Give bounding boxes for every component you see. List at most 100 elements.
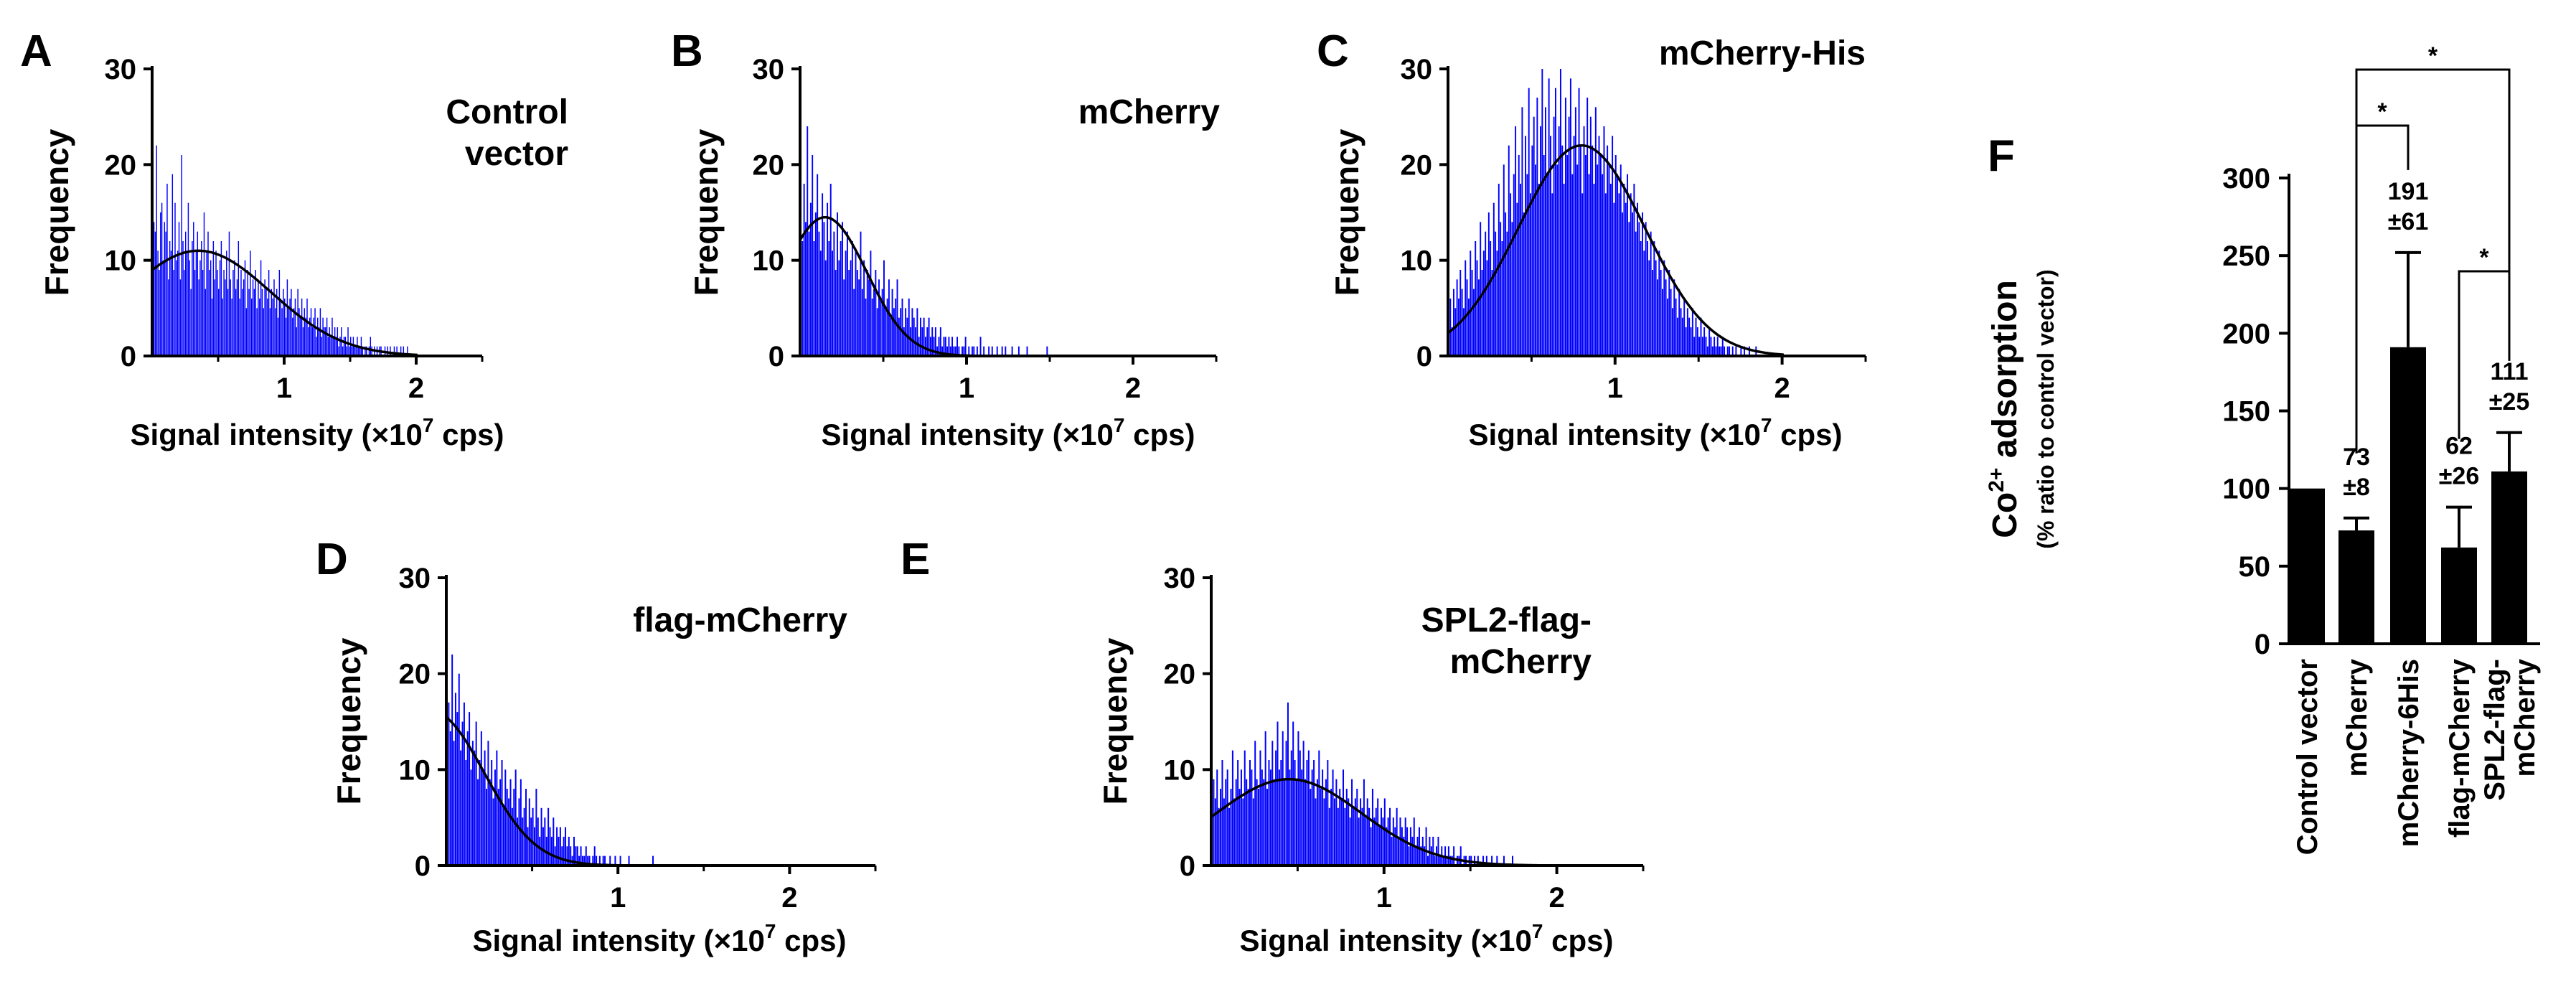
histogram-bar	[929, 337, 931, 356]
histogram-bar	[1632, 212, 1634, 356]
histogram-bar	[465, 759, 467, 866]
histogram-bars	[446, 635, 654, 866]
histogram-bar	[1505, 212, 1507, 356]
y-tick-label: 20	[1164, 659, 1196, 690]
histogram-bar	[166, 184, 168, 356]
histogram-bar	[880, 299, 882, 356]
x-axis-label-main: Signal intensity (×10	[1240, 924, 1532, 957]
histogram-bar	[901, 299, 903, 356]
y-tick-label: 10	[1164, 754, 1196, 786]
histogram-bar	[329, 327, 330, 356]
histogram-bar	[1365, 817, 1367, 866]
histogram-bar	[1481, 270, 1483, 356]
histogram-bar	[1307, 750, 1310, 866]
histogram-bar	[1613, 202, 1615, 356]
histogram-bar	[928, 317, 930, 356]
histogram-bar	[1368, 807, 1371, 866]
histogram-bar	[1490, 241, 1492, 356]
histogram-bar	[556, 827, 558, 866]
histogram-bar	[1721, 337, 1724, 356]
histogram-bar	[268, 270, 270, 356]
histogram-bar	[596, 855, 598, 866]
value-label: ±26	[2439, 463, 2479, 490]
histogram-bar	[933, 337, 935, 356]
histogram-bars	[1211, 702, 1513, 866]
histogram-bar	[239, 299, 240, 356]
histogram-bar	[895, 299, 897, 356]
histogram-bar	[484, 750, 486, 866]
histogram-bar	[1470, 250, 1472, 356]
histogram-bar	[808, 231, 810, 356]
histogram-bar	[575, 846, 577, 866]
histogram-bar	[454, 693, 456, 866]
histogram-bar	[1635, 231, 1637, 356]
histogram-bar	[865, 299, 867, 356]
histogram-bar	[154, 231, 156, 356]
histogram-bar	[1500, 222, 1502, 356]
histogram-bar	[581, 855, 583, 866]
histogram-bar	[1424, 846, 1426, 866]
histogram-bar	[1486, 260, 1488, 356]
histogram-bar	[832, 250, 833, 356]
histogram-bar	[903, 327, 905, 356]
histogram-bar	[1622, 212, 1624, 356]
histogram-bar	[259, 299, 260, 356]
x-axis-label-tail: cps)	[433, 418, 504, 451]
histogram-bar	[535, 789, 537, 866]
panel-label: A	[20, 27, 52, 76]
histogram-bar	[1466, 279, 1468, 356]
histogram-bar	[314, 308, 316, 356]
histogram-bar	[520, 779, 522, 866]
y-tick-label: 0	[2255, 629, 2270, 660]
histogram-bar	[814, 212, 817, 356]
histogram-bar	[888, 279, 890, 356]
x-axis-label-sup: 7	[1532, 920, 1543, 942]
histogram-bar	[1608, 164, 1610, 357]
histogram-bar	[313, 317, 314, 356]
histogram-bar	[1523, 212, 1525, 356]
histogram-bar	[1449, 299, 1452, 356]
y-tick-label: 30	[1401, 54, 1433, 85]
histogram-bar	[833, 231, 835, 356]
y-tick-label: 20	[753, 149, 785, 181]
histogram-bar	[1708, 327, 1711, 356]
histogram-bar	[585, 846, 587, 866]
panel-title: flag-mCherry	[633, 601, 847, 639]
histogram-bar	[1620, 164, 1622, 357]
histogram-bar	[1375, 807, 1377, 866]
histogram-bar	[1461, 289, 1463, 356]
histogram-bar	[1576, 164, 1579, 357]
histogram-bar	[1658, 250, 1660, 356]
histogram-bar	[842, 222, 843, 356]
histogram-bar	[1418, 827, 1420, 866]
histogram-bar	[1378, 827, 1381, 866]
histogram-bar	[1354, 798, 1356, 866]
histogram-bar	[1437, 836, 1439, 866]
histogram-bar	[1581, 193, 1584, 356]
histogram-bar	[275, 308, 276, 356]
histogram-bar	[346, 346, 347, 356]
histogram-bar	[561, 846, 563, 866]
histogram-bar	[1242, 798, 1244, 866]
x-axis-label: Signal intensity (×107 cps)	[822, 414, 1195, 451]
x-tick-label: 2	[1125, 372, 1141, 404]
histogram-bar	[1285, 741, 1287, 866]
histogram-bar	[1297, 731, 1299, 866]
histogram-bar	[916, 308, 918, 356]
histogram-bar	[976, 346, 978, 356]
histogram-bar	[197, 231, 198, 356]
y-tick-label: 150	[2222, 396, 2270, 428]
histogram-bar	[451, 654, 453, 866]
histogram-bar	[1513, 174, 1515, 356]
significance-marker: *	[2479, 244, 2489, 271]
x-axis-label-main: Signal intensity (×10	[1469, 418, 1761, 451]
histogram-bar	[222, 299, 223, 356]
histogram-bar	[407, 346, 408, 356]
histogram-bar	[1401, 827, 1403, 866]
histogram-bar	[456, 712, 459, 866]
y-axis-label: Frequency	[687, 128, 725, 296]
histogram-bar	[1306, 759, 1308, 866]
histogram-bar	[835, 270, 837, 356]
histogram-bar	[926, 327, 929, 356]
histogram-bar	[1545, 107, 1546, 357]
